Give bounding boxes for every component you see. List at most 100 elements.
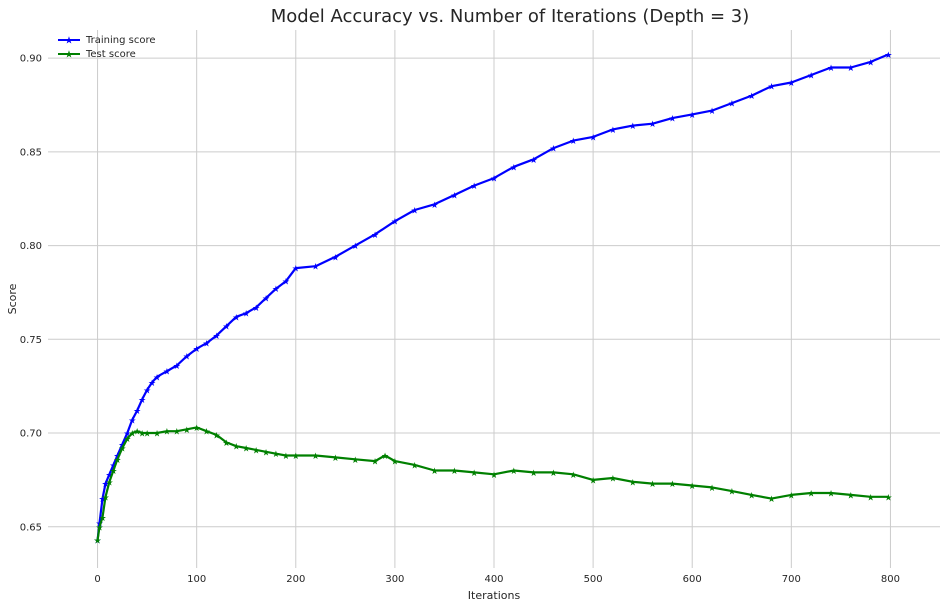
- data-point-test: ★: [708, 484, 716, 494]
- series-line-test: [96, 426, 889, 541]
- data-point-test: ★: [138, 430, 146, 440]
- data-point-test: ★: [153, 430, 161, 440]
- data-point-training: ★: [569, 137, 577, 147]
- data-point-training: ★: [312, 263, 320, 273]
- data-point-training: ★: [153, 373, 161, 383]
- data-point-training: ★: [143, 386, 151, 396]
- x-tick-label: 600: [683, 574, 702, 585]
- data-point-training: ★: [212, 332, 220, 342]
- data-point-training: ★: [391, 218, 399, 228]
- data-point-training: ★: [101, 480, 109, 490]
- data-point-training: ★: [292, 265, 300, 275]
- data-point-training: ★: [193, 345, 201, 355]
- data-point-training: ★: [884, 51, 892, 61]
- data-point-test: ★: [113, 456, 121, 466]
- data-point-test: ★: [450, 467, 458, 477]
- data-point-test: ★: [143, 430, 151, 440]
- y-tick-label: 0.75: [20, 335, 42, 346]
- y-tick-label: 0.70: [20, 429, 42, 440]
- data-point-test: ★: [123, 435, 131, 445]
- data-point-training: ★: [148, 379, 156, 389]
- grid: [48, 30, 940, 568]
- data-point-test: ★: [391, 458, 399, 468]
- data-point-test: ★: [589, 476, 597, 486]
- data-point-test: ★: [128, 430, 136, 440]
- data-point-training: ★: [371, 231, 379, 241]
- data-point-training: ★: [232, 313, 240, 323]
- x-tick-label: 300: [385, 574, 404, 585]
- data-point-test: ★: [569, 471, 577, 481]
- data-point-test: ★: [884, 493, 892, 503]
- data-point-test: ★: [748, 491, 756, 501]
- y-tick-label: 0.80: [20, 241, 42, 252]
- data-point-test: ★: [109, 467, 117, 477]
- data-point-test: ★: [212, 431, 220, 441]
- data-point-test: ★: [105, 478, 113, 488]
- data-point-test: ★: [827, 490, 835, 500]
- data-point-test: ★: [331, 454, 339, 464]
- data-point-training: ★: [138, 396, 146, 406]
- data-point-training: ★: [163, 368, 171, 378]
- data-point-test: ★: [252, 446, 260, 456]
- data-point-training: ★: [128, 416, 136, 426]
- data-point-training: ★: [807, 71, 815, 81]
- data-point-training: ★: [530, 156, 538, 166]
- data-point-test: ★: [193, 424, 201, 434]
- x-tick-label: 200: [286, 574, 305, 585]
- data-point-test: ★: [688, 482, 696, 492]
- data-point-test: ★: [118, 445, 126, 455]
- data-point-training: ★: [173, 362, 181, 372]
- data-point-test: ★: [728, 488, 736, 498]
- data-point-test: ★: [351, 456, 359, 466]
- data-point-test: ★: [371, 458, 379, 468]
- data-point-test: ★: [549, 469, 557, 479]
- data-point-training: ★: [203, 340, 211, 350]
- data-point-test: ★: [292, 452, 300, 462]
- data-point-test: ★: [232, 443, 240, 453]
- series-line-training: [96, 53, 889, 541]
- data-point-test: ★: [411, 461, 419, 471]
- tick-labels: 0 100 200 300 400 500 600 700 800 0.65 0.70 0.75 0.8…: [20, 54, 900, 585]
- data-point-training: ★: [252, 304, 260, 314]
- x-tick-label: 100: [187, 574, 206, 585]
- data-point-training: ★: [490, 175, 498, 185]
- data-point-test: ★: [807, 490, 815, 500]
- data-point-test: ★: [787, 491, 795, 501]
- data-point-test: ★: [629, 478, 637, 488]
- data-point-test: ★: [847, 491, 855, 501]
- data-point-training: ★: [748, 92, 756, 102]
- data-point-training: ★: [470, 182, 478, 192]
- y-tick-label: 0.90: [20, 54, 42, 65]
- data-point-training: ★: [183, 353, 191, 363]
- legend: ★ Training score ★ Test score: [58, 35, 156, 61]
- data-point-test: ★: [163, 428, 171, 438]
- data-point-test: ★: [490, 471, 498, 481]
- data-point-test: ★: [222, 439, 230, 449]
- data-point-training: ★: [98, 495, 106, 505]
- data-point-training: ★: [430, 201, 438, 211]
- data-point-training: ★: [272, 285, 280, 295]
- data-point-test: ★: [95, 523, 103, 533]
- y-tick-label: 0.65: [20, 522, 42, 533]
- data-point-training: ★: [549, 145, 557, 155]
- data-point-training: ★: [282, 278, 290, 288]
- y-tick-label: 0.85: [20, 147, 42, 158]
- data-point-training: ★: [708, 107, 716, 117]
- data-point-training: ★: [222, 323, 230, 333]
- data-point-training: ★: [728, 100, 736, 110]
- data-point-test: ★: [312, 452, 320, 462]
- legend-marker-test: ★: [65, 50, 74, 61]
- data-point-training: ★: [827, 64, 835, 74]
- data-point-training: ★: [589, 133, 597, 143]
- data-point-training: ★: [123, 430, 131, 440]
- data-point-test: ★: [101, 493, 109, 503]
- x-axis-label: Iterations: [468, 589, 521, 602]
- legend-marker-training: ★: [65, 36, 74, 47]
- data-point-training: ★: [668, 115, 676, 125]
- data-point-training: ★: [767, 83, 775, 93]
- data-point-training: ★: [109, 461, 117, 471]
- x-tick-label: 800: [881, 574, 900, 585]
- data-point-test: ★: [94, 536, 102, 546]
- data-point-training: ★: [411, 206, 419, 216]
- data-point-test: ★: [649, 480, 657, 490]
